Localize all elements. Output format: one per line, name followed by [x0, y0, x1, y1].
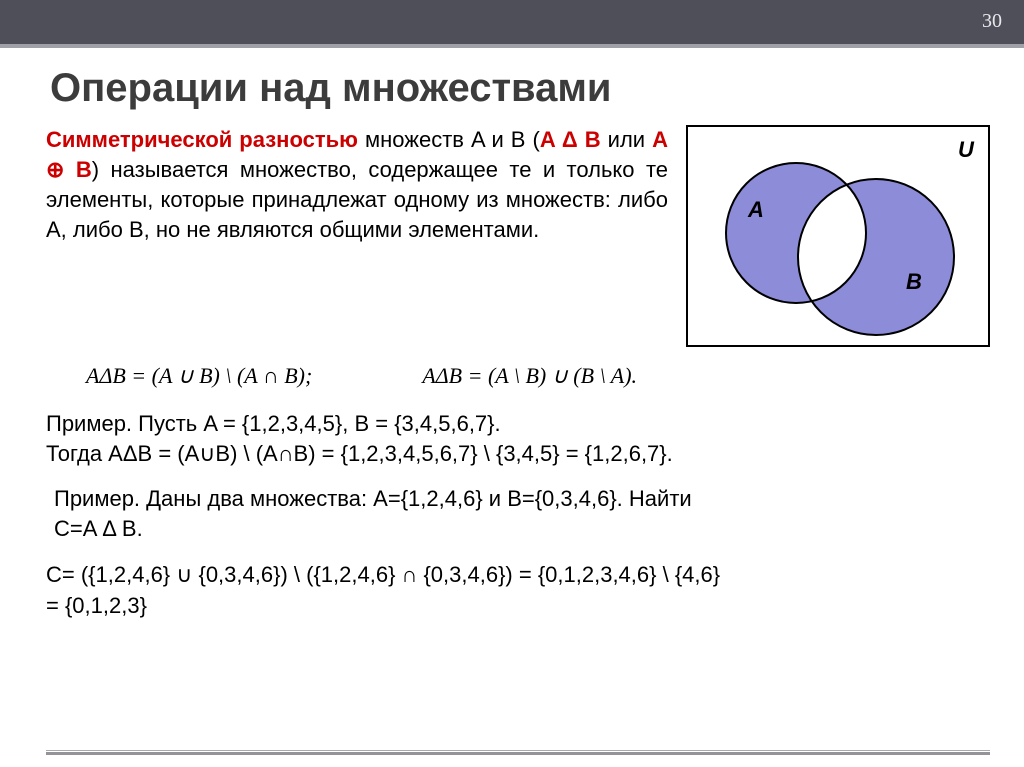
formula-2: AΔB = (A \ B) ∪ (B \ A).	[422, 363, 637, 389]
definition-text: Симметрической разностью множеств A и B …	[46, 125, 668, 347]
example-1: Пример. Пусть A = {1,2,3,4,5}, B = {3,4,…	[46, 409, 990, 470]
example-3-line-1: C= ({1,2,4,6} ∪ {0,3,4,6}) \ ({1,2,4,6} …	[46, 560, 990, 590]
slide-title: Операции над множествами	[50, 66, 990, 111]
def-or: или	[601, 127, 652, 152]
page-number: 30	[982, 10, 1002, 33]
example-2-line-2: C=A Δ B.	[54, 514, 990, 544]
example-2-line-1: Пример. Даны два множества: A={1,2,4,6} …	[54, 484, 990, 514]
venn-label-b: B	[906, 269, 922, 294]
example-1-line-2: Тогда AΔB = (A∪B) \ (A∩B) = {1,2,3,4,5,6…	[46, 439, 990, 469]
example-3: C= ({1,2,4,6} ∪ {0,3,4,6}) \ ({1,2,4,6} …	[46, 560, 990, 621]
def-before: множеств A и B (	[358, 127, 540, 152]
bottom-rule	[46, 752, 990, 755]
def-after: ) называется множество, содержащее те и …	[46, 157, 668, 242]
sym1: A Δ B	[540, 127, 601, 152]
formula-1: AΔB = (A ∪ B) \ (A ∩ B);	[86, 363, 312, 389]
slide: 30 Операции над множествами Симметрическ…	[0, 0, 1024, 767]
definition-row: Симметрической разностью множеств A и B …	[46, 125, 990, 347]
example-3-line-2: = {0,1,2,3}	[46, 591, 990, 621]
content-area: Операции над множествами Симметрической …	[46, 56, 990, 743]
example-1-line-1: Пример. Пусть A = {1,2,3,4,5}, B = {3,4,…	[46, 409, 990, 439]
term-highlight: Симметрической разностью	[46, 127, 358, 152]
top-bar: 30	[0, 0, 1024, 48]
formula-row: AΔB = (A ∪ B) \ (A ∩ B); AΔB = (A \ B) ∪…	[46, 363, 990, 389]
venn-svg: A B U	[688, 127, 988, 345]
venn-label-a: A	[747, 197, 764, 222]
example-2: Пример. Даны два множества: A={1,2,4,6} …	[46, 484, 990, 545]
venn-label-u: U	[958, 137, 975, 162]
venn-diagram: A B U	[686, 125, 990, 347]
